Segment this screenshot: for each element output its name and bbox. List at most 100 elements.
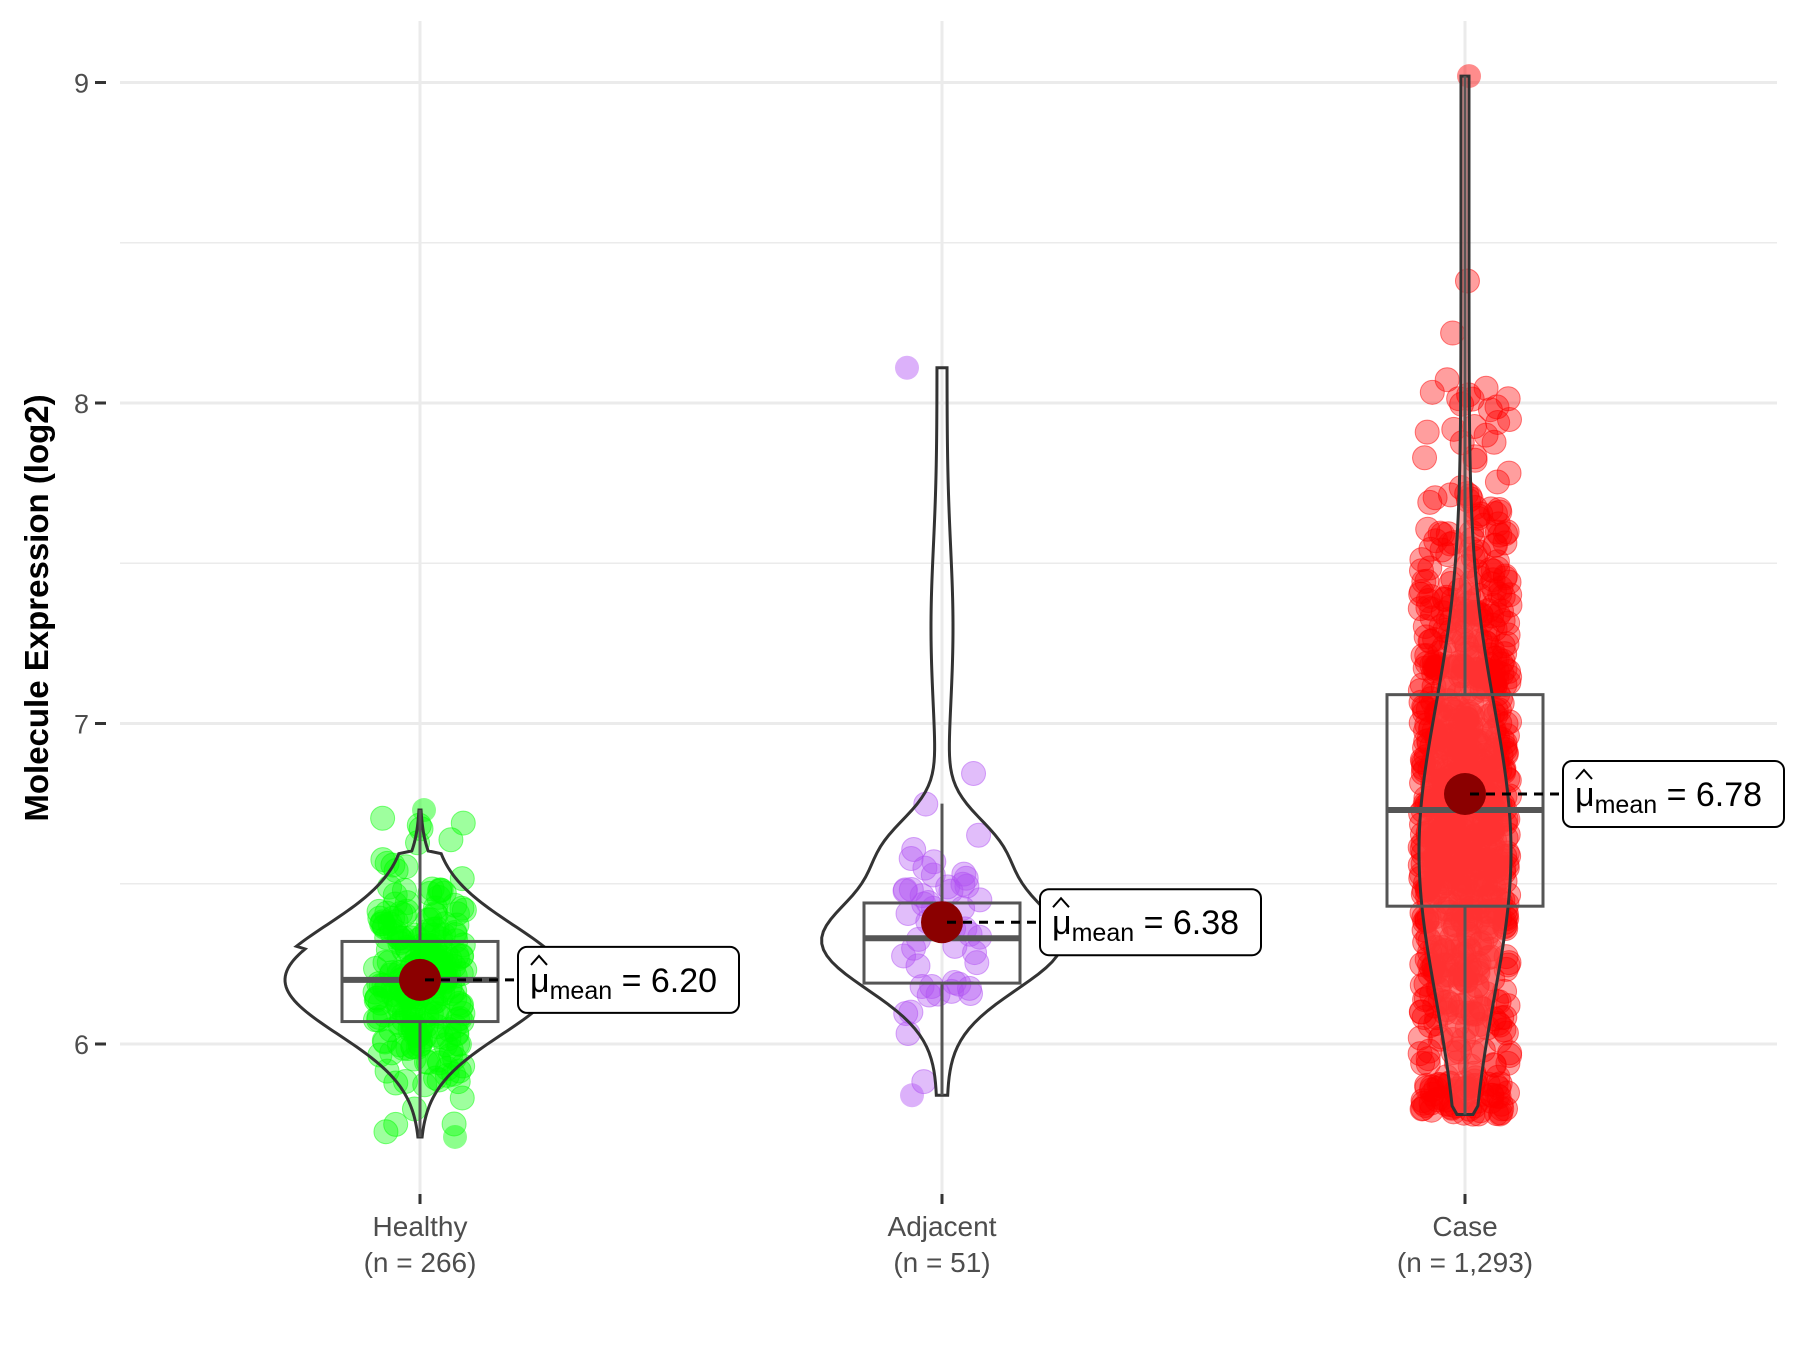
axes: 6 7 8 9 Healthy (n = 266) Adjacent (n = 51) Case… (74, 69, 1533, 1279)
data-point (1414, 419, 1440, 445)
data-point (446, 1058, 472, 1084)
data-point (451, 897, 477, 923)
data-point (1423, 1076, 1449, 1102)
mean-value: 6.20 (651, 962, 717, 1000)
mean-value: 6.78 (1696, 776, 1762, 814)
data-point (415, 907, 441, 933)
data-point (1411, 569, 1437, 595)
hat-accent (1575, 768, 1593, 780)
data-point (370, 805, 396, 831)
mean-equals: = (612, 962, 651, 1000)
data-point (1495, 1080, 1521, 1106)
hat-accent (530, 954, 548, 966)
y-tick-label: 6 (74, 1030, 89, 1060)
data-point (1481, 578, 1507, 604)
data-point (443, 1124, 467, 1149)
data-point (921, 849, 947, 875)
data-point (415, 918, 441, 944)
data-point (1484, 519, 1510, 545)
mean-value: 6.38 (1173, 904, 1239, 942)
data-point (449, 1085, 475, 1111)
mean-symbol: μ (530, 962, 550, 1000)
data-point (898, 999, 924, 1025)
x-tick-label: Healthy (373, 1211, 468, 1242)
data-point (967, 887, 993, 913)
data-point (919, 973, 945, 999)
data-point (1481, 429, 1507, 455)
data-point (1487, 499, 1513, 525)
mean-point (399, 958, 441, 1001)
data-point (1418, 628, 1444, 654)
mean-label: μmean = 6.38 (1052, 904, 1239, 947)
data-point (954, 873, 980, 899)
data-point (1434, 367, 1460, 393)
data-point (1410, 1050, 1436, 1076)
data-point (409, 933, 435, 959)
data-point (1488, 1102, 1512, 1127)
data-point (423, 1001, 449, 1027)
mean-label-box (1039, 888, 1262, 957)
data-point (380, 905, 406, 931)
mean-subscript: mean (550, 977, 613, 1005)
data-point (1480, 558, 1506, 584)
data-point (371, 1028, 397, 1054)
mean-subscript: mean (1072, 919, 1135, 947)
x-tick-sublabel: (n = 51) (893, 1247, 990, 1278)
data-point (909, 974, 935, 1000)
data-point (1417, 489, 1443, 515)
data-point (416, 1049, 442, 1075)
data-point (1496, 460, 1522, 486)
data-point (412, 798, 436, 823)
data-point (964, 950, 990, 976)
mean-equals: = (1134, 904, 1173, 942)
y-tick-label: 9 (74, 69, 89, 99)
data-point (444, 901, 470, 927)
data-point (1485, 556, 1511, 582)
data-point (1488, 598, 1514, 624)
data-point (1486, 1075, 1512, 1101)
data-point (1490, 648, 1516, 674)
data-point (1429, 537, 1455, 563)
data-point (438, 827, 464, 853)
mean-symbol: μ (1052, 904, 1072, 942)
hat-accent (1052, 896, 1070, 908)
violin-outline (820, 366, 1064, 1097)
data-point (1419, 1097, 1445, 1123)
data-point (382, 919, 408, 945)
data-point (362, 979, 388, 1005)
data-point (912, 855, 938, 881)
data-point (898, 846, 924, 872)
x-tick-label: Case (1432, 1211, 1497, 1242)
data-point (447, 1006, 473, 1032)
data-point (1497, 1043, 1523, 1069)
data-point (372, 1002, 398, 1028)
data-point (450, 932, 476, 958)
data-point (1423, 528, 1449, 554)
data-point (1493, 1020, 1519, 1046)
x-tick-sublabel: (n = 266) (364, 1247, 477, 1278)
data-point (939, 978, 965, 1004)
data-point (1415, 1051, 1441, 1077)
data-point (441, 1111, 467, 1137)
data-point (1491, 1017, 1517, 1043)
mean-label: μmean = 6.20 (530, 962, 717, 1005)
mean-point (921, 901, 963, 944)
data-point (1484, 394, 1510, 420)
data-point (373, 1119, 399, 1145)
data-point (1412, 655, 1438, 681)
data-point (950, 871, 976, 897)
data-point (895, 1021, 921, 1047)
data-point (895, 355, 919, 380)
mean-label: μmean = 6.78 (1575, 776, 1762, 819)
data-point (891, 943, 917, 969)
y-axis-label: Molecule Expression (log2) (18, 394, 55, 821)
mean-equals: = (1657, 776, 1696, 814)
data-point (898, 877, 924, 903)
data-point (428, 877, 454, 903)
data-point (1417, 555, 1443, 581)
data-point (449, 866, 475, 892)
data-point (1412, 613, 1438, 639)
data-point (1487, 522, 1513, 548)
